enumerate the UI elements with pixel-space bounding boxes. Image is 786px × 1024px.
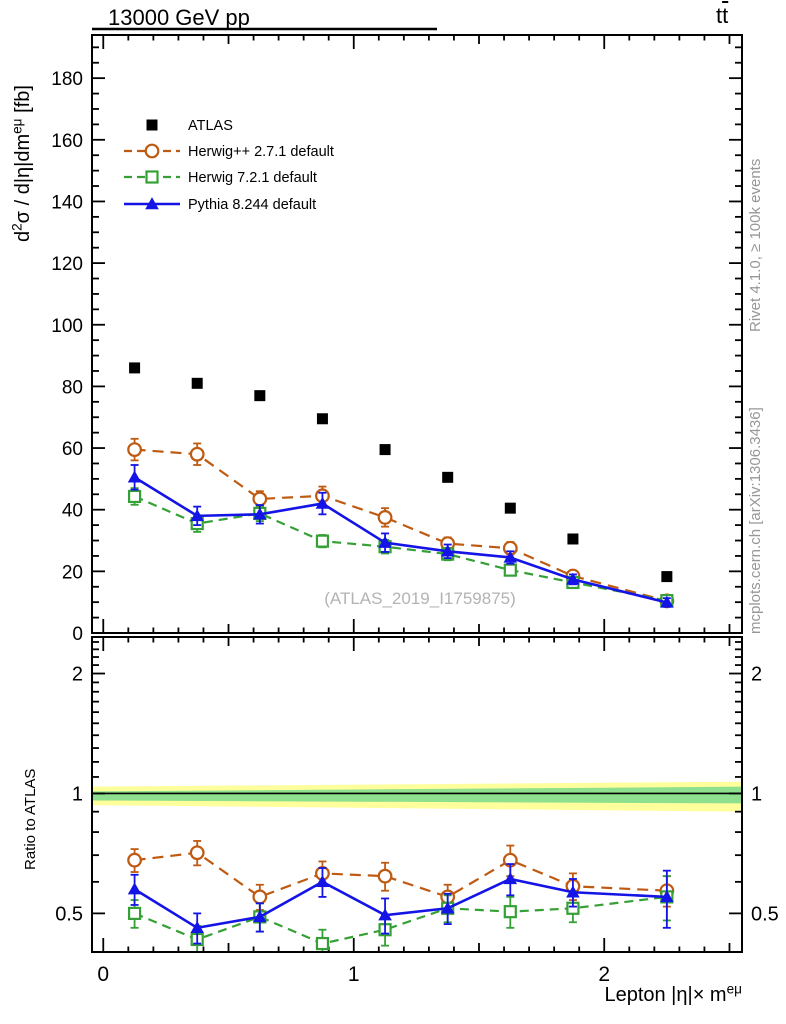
axis-ticks xyxy=(92,35,742,953)
series-pythia-8-244-default xyxy=(127,863,674,945)
series-pythia-8-244-default xyxy=(127,464,674,608)
legend-label-pythia: Pythia 8.244 default xyxy=(188,197,316,213)
svg-text:0.5: 0.5 xyxy=(751,903,779,925)
svg-text:140: 140 xyxy=(51,192,83,213)
svg-text:1: 1 xyxy=(72,783,83,805)
svg-text:2: 2 xyxy=(72,664,83,686)
series-herwig-2-7-1-default xyxy=(127,840,675,911)
ratio-uncertainty-bands xyxy=(92,781,742,812)
svg-text:80: 80 xyxy=(62,377,83,398)
series-herwig-2-7-1-default xyxy=(127,437,675,609)
svg-text:180: 180 xyxy=(51,69,83,90)
y-axis-label-main: d2σ / d|η|dmeμ [fb] xyxy=(9,85,34,242)
series-atlas xyxy=(129,362,673,583)
legend-label-herwig7: Herwig 7.2.1 default xyxy=(188,170,317,186)
svg-text:1: 1 xyxy=(751,783,762,805)
process-title-ttbar: tt xyxy=(716,3,729,28)
generated-plot-layer: 0 20 40 60 80 100 120 140 160 180 0 1 2 0.5 0.5 1 1 2 2 xyxy=(51,27,779,986)
legend-samples xyxy=(124,119,180,210)
svg-text:0: 0 xyxy=(72,624,83,645)
svg-text:2: 2 xyxy=(751,664,762,686)
svg-text:2: 2 xyxy=(598,963,610,986)
axis-tick-labels: 0 20 40 60 80 100 120 140 160 180 0 1 2 0.5 0.5 1 1 2 2 xyxy=(51,69,779,986)
analysis-watermark: (ATLAS_2019_I1759875) xyxy=(324,589,516,608)
svg-text:20: 20 xyxy=(62,562,83,583)
y-axis-label-ratio: Ratio to ATLAS xyxy=(22,768,39,870)
rivet-version-note: Rivet 4.1.0, ≥ 100k events xyxy=(747,158,764,332)
svg-text:120: 120 xyxy=(51,254,83,275)
x-axis-label: Lepton |η|× meμ xyxy=(604,981,742,1006)
svg-text:100: 100 xyxy=(51,316,83,337)
legend-label-herwigpp: Herwig++ 2.7.1 default xyxy=(188,144,334,160)
legend-label-atlas: ATLAS xyxy=(188,118,233,134)
svg-text:0: 0 xyxy=(97,963,109,986)
beam-title: 13000 GeV pp xyxy=(108,5,250,30)
data-uncertainty-inner xyxy=(92,786,742,804)
svg-text:60: 60 xyxy=(62,439,83,460)
svg-text:40: 40 xyxy=(62,501,83,522)
svg-text:160: 160 xyxy=(51,131,83,152)
panel-frames xyxy=(91,27,743,953)
series-herwig-7-2-1-default xyxy=(127,875,674,952)
svg-text:0.5: 0.5 xyxy=(55,903,83,925)
mcplots-credit: mcplots.cern.ch [arXiv:1306.3436] xyxy=(747,407,764,634)
svg-text:1: 1 xyxy=(348,963,360,986)
